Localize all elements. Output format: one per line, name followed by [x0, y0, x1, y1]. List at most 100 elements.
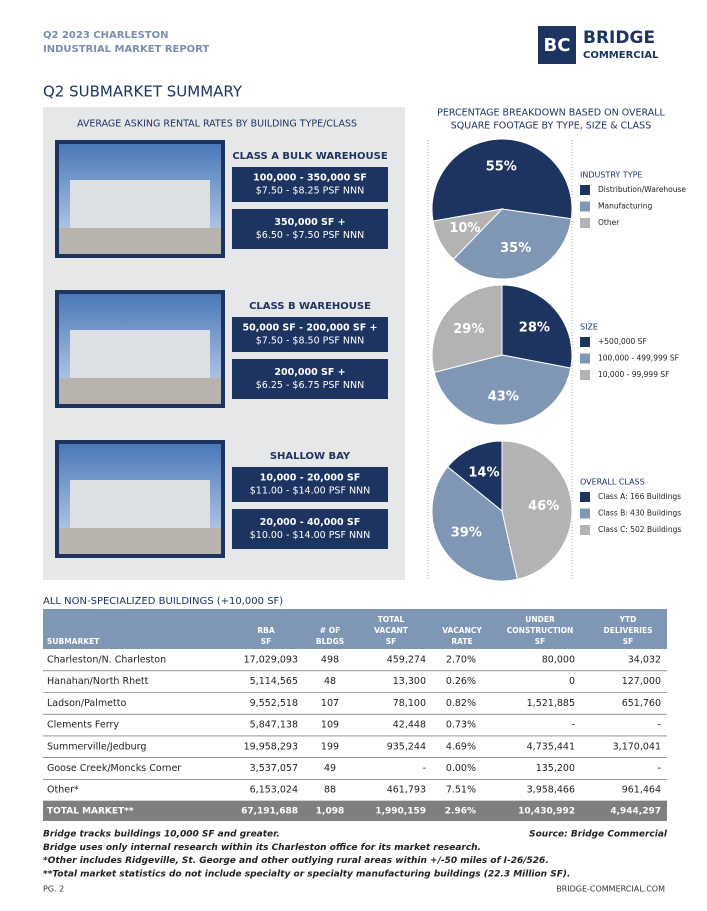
legend-label: Class A: 166 Buildings [598, 492, 681, 501]
table-cell: 5,114,565 [250, 676, 298, 687]
rate-size: 10,000 - 20,000 SF [260, 473, 361, 484]
table-cell: Summerville/Jedburg [47, 741, 146, 752]
legend-title: OVERALL CLASS [580, 478, 645, 487]
pie-slice [431, 138, 573, 222]
column-header: SF [535, 637, 546, 646]
column-header: BLDGS [316, 637, 344, 646]
legend-title: INDUSTRY TYPE [580, 171, 642, 180]
slice-label: 39% [451, 526, 482, 541]
legend-swatch [580, 492, 590, 502]
logo-mark: BC [544, 35, 571, 56]
legend-swatch [580, 508, 590, 519]
legend-swatch [580, 353, 590, 364]
legend-title: SIZE [580, 323, 598, 332]
column-header: CONSTRUCTION [507, 626, 574, 635]
report-title: Q2 2023 CHARLESTON [43, 30, 169, 41]
photo-ground [59, 228, 221, 254]
table-cell: 3,537,057 [250, 763, 298, 774]
table-cell: - [423, 763, 426, 774]
slice-label: 43% [488, 389, 519, 404]
table-cell: 127,000 [622, 676, 661, 687]
group-heading: CLASS B WAREHOUSE [249, 301, 371, 312]
table-cell: 109 [321, 720, 339, 731]
rate-price: $11.00 - $14.00 PSF NNN [250, 486, 371, 497]
rate-price: $7.50 - $8.50 PSF NNN [256, 336, 364, 347]
total-cell: 10,430,992 [518, 807, 575, 817]
table-cell: Charleston/N. Charleston [47, 655, 166, 666]
rate-box [232, 209, 388, 249]
table-cell: 651,760 [622, 698, 661, 709]
table-cell: 0.73% [446, 720, 476, 731]
breakdown-title: SQUARE FOOTAGE BY TYPE, SIZE & CLASS [451, 121, 651, 132]
table-cell: 17,029,093 [244, 655, 298, 666]
column-header: # OF [320, 626, 340, 635]
rate-box [232, 167, 388, 202]
panel-title: AVERAGE ASKING RENTAL RATES BY BUILDING … [77, 119, 357, 130]
table-title: ALL NON-SPECIALIZED BUILDINGS (+10,000 S… [43, 596, 283, 607]
table-cell: 19,958,293 [244, 741, 298, 752]
report-title: INDUSTRIAL MARKET REPORT [43, 44, 209, 55]
table-cell: Clements Ferry [47, 720, 119, 731]
table-cell: 49 [324, 763, 336, 774]
slice-label: 55% [486, 160, 517, 175]
table-cell: 3,170,041 [613, 741, 661, 752]
table-cell: 461,793 [387, 785, 426, 796]
pie-slice [501, 284, 573, 369]
slice-label: 29% [453, 322, 484, 337]
table-cell: 6,153,024 [250, 785, 298, 796]
table-cell: 78,100 [393, 698, 426, 709]
legend-label: 10,000 - 99,999 SF [598, 370, 669, 379]
note: *Other includes Ridgeville, St. George a… [43, 856, 549, 866]
logo-subname: COMMERCIAL [583, 50, 659, 61]
column-header: DELIVERIES [604, 626, 653, 635]
table-cell: 4,735,441 [527, 741, 575, 752]
rate-price: $6.50 - $7.50 PSF NNN [256, 230, 364, 241]
slice-label: 46% [528, 499, 559, 514]
column-header: SF [386, 637, 397, 646]
section-title: Q2 SUBMARKET SUMMARY [43, 83, 243, 101]
table-cell: 1,521,885 [527, 698, 575, 709]
pie-slice [446, 440, 503, 513]
table-cell: Hanahan/North Rhett [47, 676, 149, 687]
legend-swatch [580, 370, 590, 380]
source: Source: Bridge Commercial [529, 830, 668, 840]
rate-price: $10.00 - $14.00 PSF NNN [250, 530, 371, 541]
slice-label: 10% [449, 221, 480, 236]
table-cell: Ladson/Palmetto [47, 698, 126, 709]
legend-label: Manufacturing [598, 202, 653, 211]
table-cell: 935,244 [387, 741, 426, 752]
column-header: VACANT [374, 626, 409, 635]
table-cell: 961,464 [622, 785, 661, 796]
table-cell: 2.70% [446, 655, 476, 666]
rate-box [232, 359, 388, 399]
breakdown-title: PERCENTAGE BREAKDOWN BASED ON OVERALL [437, 108, 665, 119]
page-number: PG. 2 [43, 885, 64, 894]
pie-slice [501, 440, 573, 580]
column-header: SF [261, 637, 272, 646]
table-cell: 7.51% [446, 785, 476, 796]
rate-size: 20,000 - 40,000 SF [260, 517, 361, 528]
legend-swatch [580, 218, 590, 228]
total-cell: TOTAL MARKET** [47, 807, 134, 817]
note: **Total market statistics do not include… [43, 869, 570, 879]
total-row [43, 801, 667, 821]
table-cell: 0 [569, 676, 575, 687]
rate-price: $7.50 - $8.25 PSF NNN [256, 186, 364, 197]
rate-box [232, 467, 388, 502]
note: Bridge uses only internal research withi… [43, 843, 481, 853]
rate-price: $6.25 - $6.75 PSF NNN [256, 380, 364, 391]
table-cell: 5,847,138 [250, 720, 298, 731]
table-cell: 9,552,518 [250, 698, 298, 709]
legend-label: 100,000 - 499,999 SF [598, 354, 679, 363]
total-cell: 1,098 [316, 807, 344, 817]
rate-box [232, 317, 388, 352]
legend-swatch [580, 525, 590, 535]
rate-size: 350,000 SF + [274, 217, 345, 228]
total-cell: 67,191,688 [241, 807, 298, 817]
pie-slice [432, 208, 504, 261]
pie-slice [431, 466, 519, 582]
table-cell: 0.82% [446, 698, 476, 709]
table-cell: 135,200 [536, 763, 575, 774]
group-heading: CLASS A BULK WAREHOUSE [232, 151, 387, 162]
pie-slice [452, 208, 572, 280]
